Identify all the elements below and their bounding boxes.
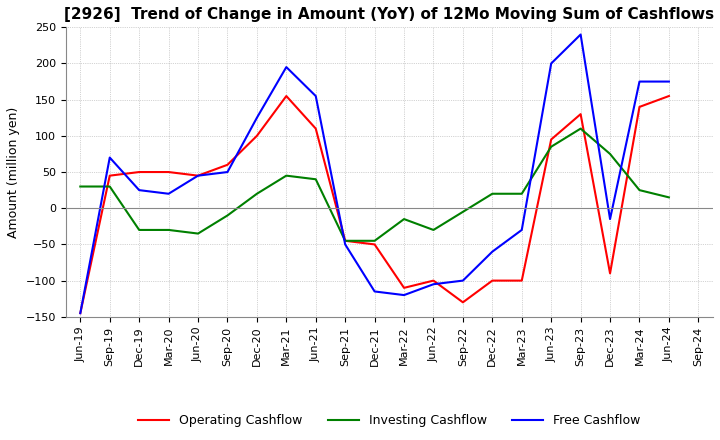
Investing Cashflow <box>606 151 614 157</box>
Operating Cashflow <box>105 173 114 178</box>
Investing Cashflow <box>635 187 644 193</box>
Investing Cashflow <box>459 209 467 214</box>
Operating Cashflow <box>635 104 644 110</box>
Operating Cashflow <box>606 271 614 276</box>
Investing Cashflow <box>312 176 320 182</box>
Investing Cashflow <box>547 144 556 149</box>
Free Cashflow <box>312 93 320 99</box>
Investing Cashflow <box>429 227 438 233</box>
Title: [2926]  Trend of Change in Amount (YoY) of 12Mo Moving Sum of Cashflows: [2926] Trend of Change in Amount (YoY) o… <box>64 7 714 22</box>
Free Cashflow <box>194 173 202 178</box>
Free Cashflow <box>341 242 349 247</box>
Line: Free Cashflow: Free Cashflow <box>81 34 669 313</box>
Free Cashflow <box>459 278 467 283</box>
Operating Cashflow <box>312 126 320 131</box>
Investing Cashflow <box>400 216 408 222</box>
Free Cashflow <box>547 61 556 66</box>
Investing Cashflow <box>223 213 232 218</box>
Investing Cashflow <box>665 195 673 200</box>
Operating Cashflow <box>429 278 438 283</box>
Operating Cashflow <box>518 278 526 283</box>
Operating Cashflow <box>164 169 173 175</box>
Operating Cashflow <box>282 93 291 99</box>
Operating Cashflow <box>76 311 85 316</box>
Investing Cashflow <box>135 227 143 233</box>
Free Cashflow <box>76 311 85 316</box>
Free Cashflow <box>488 249 497 254</box>
Investing Cashflow <box>105 184 114 189</box>
Investing Cashflow <box>253 191 261 196</box>
Operating Cashflow <box>400 285 408 290</box>
Operating Cashflow <box>459 300 467 305</box>
Free Cashflow <box>576 32 585 37</box>
Operating Cashflow <box>576 111 585 117</box>
Free Cashflow <box>429 282 438 287</box>
Free Cashflow <box>370 289 379 294</box>
Free Cashflow <box>105 155 114 160</box>
Operating Cashflow <box>488 278 497 283</box>
Line: Investing Cashflow: Investing Cashflow <box>81 128 669 241</box>
Investing Cashflow <box>341 238 349 243</box>
Operating Cashflow <box>341 238 349 243</box>
Free Cashflow <box>635 79 644 84</box>
Operating Cashflow <box>665 93 673 99</box>
Operating Cashflow <box>135 169 143 175</box>
Investing Cashflow <box>164 227 173 233</box>
Line: Operating Cashflow: Operating Cashflow <box>81 96 669 313</box>
Investing Cashflow <box>76 184 85 189</box>
Y-axis label: Amount (million yen): Amount (million yen) <box>7 106 20 238</box>
Operating Cashflow <box>370 242 379 247</box>
Free Cashflow <box>135 187 143 193</box>
Investing Cashflow <box>488 191 497 196</box>
Operating Cashflow <box>194 173 202 178</box>
Free Cashflow <box>665 79 673 84</box>
Free Cashflow <box>606 216 614 222</box>
Investing Cashflow <box>370 238 379 243</box>
Investing Cashflow <box>194 231 202 236</box>
Free Cashflow <box>400 293 408 298</box>
Legend: Operating Cashflow, Investing Cashflow, Free Cashflow: Operating Cashflow, Investing Cashflow, … <box>133 409 646 432</box>
Free Cashflow <box>223 169 232 175</box>
Free Cashflow <box>164 191 173 196</box>
Operating Cashflow <box>547 137 556 142</box>
Free Cashflow <box>282 64 291 70</box>
Free Cashflow <box>253 115 261 121</box>
Investing Cashflow <box>518 191 526 196</box>
Free Cashflow <box>518 227 526 233</box>
Investing Cashflow <box>576 126 585 131</box>
Investing Cashflow <box>282 173 291 178</box>
Operating Cashflow <box>223 162 232 168</box>
Operating Cashflow <box>253 133 261 139</box>
